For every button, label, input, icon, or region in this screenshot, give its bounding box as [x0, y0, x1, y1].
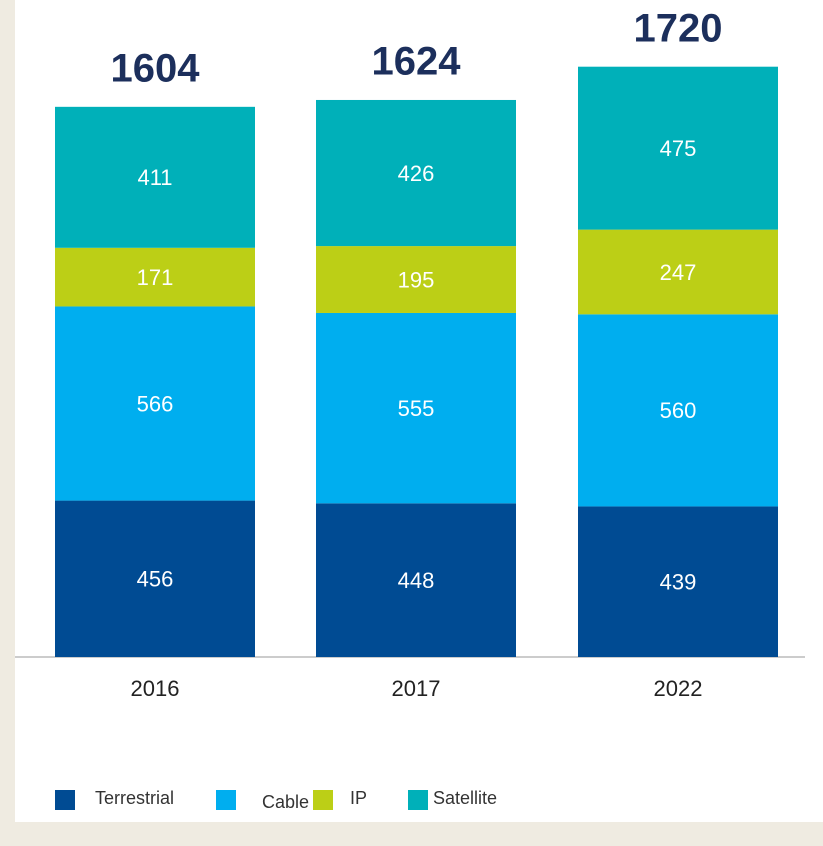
bar-segment — [316, 99, 516, 247]
total-label: 1624 — [372, 40, 462, 84]
segment-label: 566 — [137, 391, 174, 416]
legend-label: Cable — [262, 792, 309, 812]
segment-label: 411 — [137, 165, 172, 190]
segment-label: 426 — [398, 161, 435, 186]
bar-segment — [578, 229, 778, 315]
segment-label: 475 — [660, 136, 697, 161]
x-tick-label: 2016 — [131, 676, 180, 701]
segment-label: 456 — [137, 567, 174, 592]
segment-label: 195 — [398, 267, 435, 292]
total-label: 1720 — [634, 6, 723, 50]
segment-label: 555 — [398, 396, 435, 421]
bar-segment — [316, 503, 516, 657]
x-tick-label: 2017 — [392, 676, 441, 701]
bar-segment — [55, 247, 255, 307]
bar-segment — [578, 314, 778, 507]
bar-segment — [578, 506, 778, 657]
bar-segment — [578, 66, 778, 230]
segment-label: 448 — [398, 568, 435, 593]
segment-label: 171 — [137, 265, 174, 290]
bar-segment — [316, 312, 516, 504]
legend-swatch — [55, 790, 75, 810]
bar-segment — [55, 106, 255, 248]
legend-label: Terrestrial — [95, 788, 174, 808]
x-tick-label: 2022 — [654, 676, 703, 701]
segment-label: 247 — [660, 260, 697, 285]
total-label: 1604 — [111, 46, 201, 90]
bar-segment — [55, 306, 255, 501]
bar-segment — [55, 500, 255, 657]
legend-label: Satellite — [433, 788, 497, 808]
legend-swatch — [313, 790, 333, 810]
segment-label: 439 — [660, 570, 697, 595]
legend-swatch — [408, 790, 428, 810]
legend-label: IP — [350, 788, 367, 808]
bar-segment — [316, 246, 516, 313]
segment-label: 560 — [660, 398, 697, 423]
legend-swatch — [216, 790, 236, 810]
